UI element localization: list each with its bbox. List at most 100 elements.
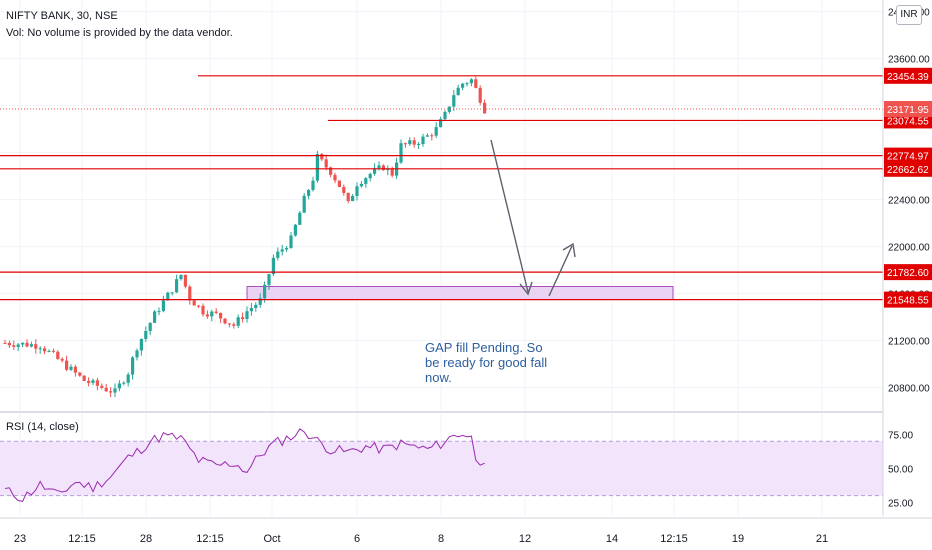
candle-body [271, 257, 275, 275]
candle-body [100, 385, 104, 388]
chart-annotation: GAP fill Pending. So be ready for good f… [425, 340, 548, 385]
candle-body [351, 196, 355, 202]
candle-body [276, 251, 280, 258]
candle-body [65, 360, 69, 370]
candle-body [285, 247, 289, 250]
up-arrowhead [562, 242, 576, 258]
down-arrowhead [519, 281, 533, 296]
candle-body [7, 342, 11, 346]
candle-body [87, 380, 91, 383]
candle-body [95, 380, 99, 386]
rsi-line [4, 428, 485, 502]
candle-body [452, 95, 456, 107]
last-price-label: 23171.95 [887, 105, 929, 116]
candle-body [78, 372, 82, 376]
candle-body [241, 317, 245, 320]
candle-body [192, 300, 196, 306]
candle-body [434, 127, 438, 136]
candle-body [478, 87, 482, 103]
candle-body [263, 284, 267, 299]
candle-body [139, 338, 143, 351]
level-price-label: 21782.60 [887, 268, 929, 279]
candle-body [469, 79, 473, 84]
candle-body [364, 178, 368, 184]
candle-body [232, 324, 236, 326]
candles [3, 76, 487, 398]
candle-body [403, 143, 407, 145]
candle-body [153, 311, 157, 323]
y-tick-label: 23600.00 [888, 55, 930, 66]
symbol-legend[interactable]: NIFTY BANK, 30, NSE [6, 10, 118, 22]
candle-body [439, 119, 443, 128]
candle-body [56, 351, 60, 359]
candle-body [161, 300, 165, 312]
candle-body [12, 345, 16, 347]
candle-body [34, 344, 38, 349]
candle-body [359, 183, 363, 187]
x-tick-label: 23 [14, 533, 26, 545]
level-price-tag [884, 264, 932, 281]
candle-body [25, 342, 29, 347]
candle-body [373, 168, 377, 174]
candle-body [377, 165, 381, 169]
candle-body [474, 79, 478, 88]
candle-body [175, 279, 179, 293]
y-tick-label: 22400.00 [888, 196, 930, 207]
x-tick-label: 21 [816, 533, 828, 545]
x-tick-label: 12 [519, 533, 531, 545]
candle-body [465, 83, 469, 85]
gap-zone [246, 286, 674, 301]
candle-body [447, 106, 451, 112]
candle-body [456, 87, 460, 96]
candle-body [355, 186, 359, 197]
level-price-tag [884, 67, 932, 84]
x-tick-label: Oct [263, 533, 280, 545]
candle-body [293, 224, 297, 236]
candle-body [148, 322, 152, 331]
candle-body [38, 348, 42, 350]
candle-body [210, 311, 214, 317]
volume-note: Vol: No volume is provided by the data v… [6, 27, 233, 39]
candle-body [122, 382, 126, 384]
candle-body [126, 374, 130, 383]
candle-body [3, 342, 7, 344]
candle-body [43, 348, 47, 352]
candle-body [29, 344, 33, 347]
candle-body [245, 311, 249, 320]
candle-body [368, 173, 372, 179]
candle-body [166, 292, 170, 301]
x-tick-label: 12:15 [196, 533, 224, 545]
candle-body [214, 311, 218, 313]
candle-body [461, 83, 465, 88]
candle-body [289, 235, 293, 248]
candle-body [82, 375, 86, 381]
candle-body [425, 135, 429, 137]
candle-body [16, 344, 20, 347]
candle-body [73, 366, 77, 373]
currency-button[interactable]: INR [896, 5, 922, 25]
candle-body [346, 192, 350, 202]
rsi-band [0, 441, 883, 496]
candle-body [267, 274, 271, 285]
candle-body [131, 357, 135, 375]
candle-body [302, 195, 306, 213]
candle-body [443, 111, 447, 120]
candle-body [399, 143, 403, 163]
candle-body [329, 167, 333, 175]
candle-body [254, 304, 258, 309]
candle-body [113, 388, 117, 393]
candle-body [311, 180, 315, 190]
candle-body [258, 298, 262, 305]
y-tick-label: 22000.00 [888, 243, 930, 254]
rsi-tick-label: 75.00 [888, 430, 913, 441]
x-tick-label: 14 [606, 533, 618, 545]
candle-body [144, 330, 148, 339]
candle-body [109, 391, 113, 393]
candle-body [412, 140, 416, 145]
level-price-tag [884, 160, 932, 177]
candle-body [135, 350, 139, 358]
candle-body [337, 180, 341, 187]
candle-body [51, 350, 55, 352]
down-arrow-line [490, 139, 529, 293]
